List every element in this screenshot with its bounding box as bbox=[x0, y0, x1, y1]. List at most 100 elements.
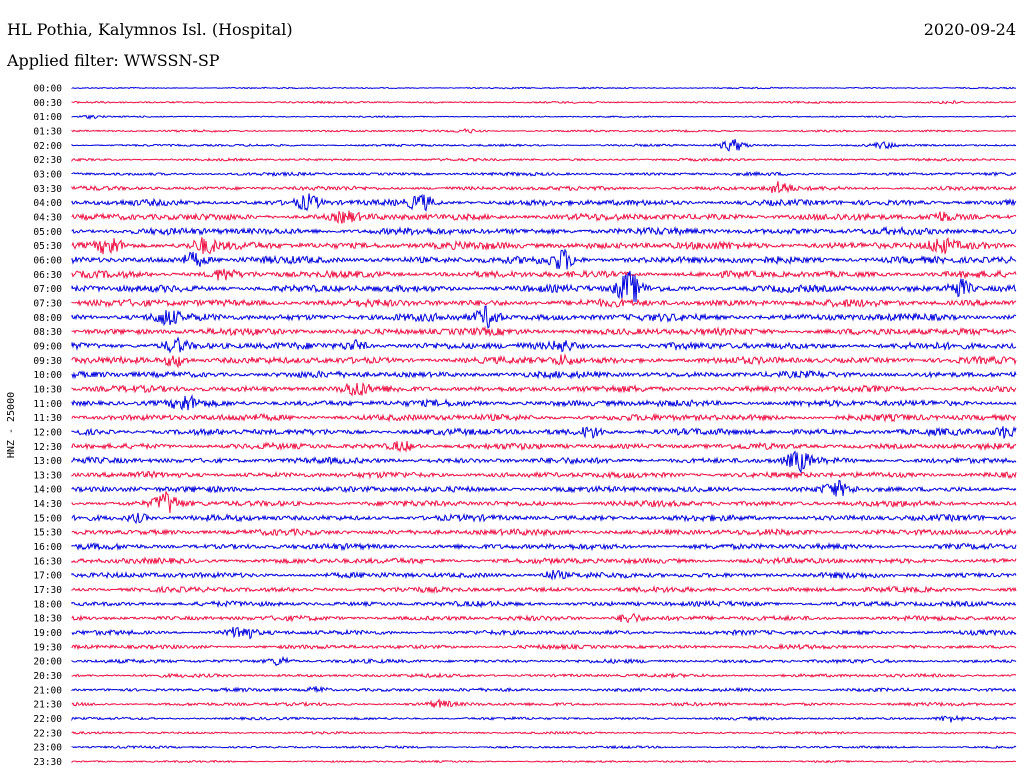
trace-row bbox=[71, 114, 1017, 120]
trace-row bbox=[71, 470, 1017, 480]
row-label: 02:30 bbox=[33, 155, 62, 166]
row-label: 19:00 bbox=[33, 628, 62, 639]
row-label: 18:30 bbox=[33, 614, 62, 625]
row-label: 07:30 bbox=[33, 298, 62, 309]
trace-row bbox=[71, 210, 1017, 225]
row-label: 21:00 bbox=[33, 685, 62, 696]
trace-row bbox=[71, 237, 1017, 255]
row-label: 14:30 bbox=[33, 499, 62, 510]
trace-row bbox=[71, 381, 1017, 397]
trace-row bbox=[71, 268, 1017, 281]
row-label: 15:00 bbox=[33, 513, 62, 524]
row-label: 22:00 bbox=[33, 714, 62, 725]
row-label: 00:30 bbox=[33, 98, 62, 109]
trace-row bbox=[71, 626, 1017, 640]
trace-row bbox=[71, 599, 1017, 609]
trace-row bbox=[71, 193, 1017, 212]
trace-row bbox=[71, 325, 1017, 338]
trace-row bbox=[71, 759, 1017, 764]
trace-row bbox=[71, 86, 1017, 90]
row-label: 01:00 bbox=[33, 112, 62, 123]
trace-row bbox=[71, 685, 1017, 694]
row-label: 23:30 bbox=[33, 757, 62, 768]
row-label: 18:00 bbox=[33, 599, 62, 610]
trace-row bbox=[71, 157, 1017, 163]
trace-row bbox=[71, 297, 1017, 309]
row-label: 05:30 bbox=[33, 241, 62, 252]
trace-row bbox=[71, 248, 1017, 270]
trace-row bbox=[71, 225, 1017, 237]
trace-row bbox=[71, 655, 1017, 667]
row-label: 10:30 bbox=[33, 384, 62, 395]
row-label: 06:30 bbox=[33, 270, 62, 281]
trace-row bbox=[71, 426, 1017, 439]
trace-row bbox=[71, 181, 1017, 194]
row-label: 03:30 bbox=[33, 184, 62, 195]
trace-row bbox=[71, 100, 1017, 105]
trace-row bbox=[71, 336, 1017, 354]
trace-row bbox=[71, 479, 1017, 497]
row-label: 08:30 bbox=[33, 327, 62, 338]
row-label: 11:00 bbox=[33, 399, 62, 410]
row-label: 22:30 bbox=[33, 728, 62, 739]
trace-row bbox=[71, 714, 1017, 723]
row-label: 20:30 bbox=[33, 671, 62, 682]
row-label: 02:00 bbox=[33, 141, 62, 152]
row-label: 15:30 bbox=[33, 528, 62, 539]
station-title: HL Pothia, Kalymnos Isl. (Hospital) bbox=[7, 20, 293, 39]
record-date: 2020-09-24 bbox=[923, 20, 1016, 39]
row-label: 07:00 bbox=[33, 284, 62, 295]
row-label: 16:00 bbox=[33, 542, 62, 553]
trace-row bbox=[71, 672, 1017, 680]
row-label: 17:00 bbox=[33, 571, 62, 582]
trace-row bbox=[71, 744, 1017, 750]
row-label: 04:30 bbox=[33, 212, 62, 223]
trace-row bbox=[71, 584, 1017, 594]
trace-row bbox=[71, 270, 1017, 303]
trace-row bbox=[71, 569, 1017, 581]
row-label: 10:00 bbox=[33, 370, 62, 381]
row-label: 21:30 bbox=[33, 700, 62, 711]
row-labels: 00:00 00:30 01:00 01:30 02:00 02:30 03:00 03:30… bbox=[33, 84, 62, 769]
trace-row bbox=[71, 612, 1017, 624]
trace-row bbox=[71, 541, 1017, 552]
row-label: 08:00 bbox=[33, 313, 62, 324]
trace-row bbox=[71, 305, 1017, 329]
row-label: 09:30 bbox=[33, 356, 62, 367]
trace-row bbox=[71, 369, 1017, 380]
row-label: 05:00 bbox=[33, 227, 62, 238]
row-label: 12:00 bbox=[33, 427, 62, 438]
y-axis-label: HNZ - 25000 bbox=[6, 392, 17, 458]
row-label: 11:30 bbox=[33, 413, 62, 424]
trace-row bbox=[71, 527, 1017, 538]
row-label: 09:00 bbox=[33, 341, 62, 352]
trace-row bbox=[71, 441, 1017, 453]
row-label: 20:00 bbox=[33, 657, 62, 668]
trace-group bbox=[71, 86, 1017, 764]
trace-row bbox=[71, 512, 1017, 525]
trace-row bbox=[71, 412, 1017, 423]
row-label: 04:00 bbox=[33, 198, 62, 209]
trace-row bbox=[71, 127, 1017, 134]
row-label: 06:00 bbox=[33, 255, 62, 266]
trace-row bbox=[71, 139, 1017, 152]
trace-row bbox=[71, 353, 1017, 369]
row-label: 03:00 bbox=[33, 169, 62, 180]
trace-row bbox=[71, 450, 1017, 474]
row-label: 12:30 bbox=[33, 442, 62, 453]
row-label: 13:30 bbox=[33, 470, 62, 481]
trace-row bbox=[71, 643, 1017, 651]
filter-label: Applied filter: WWSSN-SP bbox=[7, 51, 220, 70]
row-label: 14:00 bbox=[33, 485, 62, 496]
row-label: 19:30 bbox=[33, 642, 62, 653]
row-label: 01:30 bbox=[33, 126, 62, 137]
trace-row bbox=[71, 491, 1017, 514]
row-label: 23:00 bbox=[33, 743, 62, 754]
row-label: 16:30 bbox=[33, 556, 62, 567]
trace-row bbox=[71, 170, 1017, 178]
row-label: 13:00 bbox=[33, 456, 62, 467]
row-label: 17:30 bbox=[33, 585, 62, 596]
trace-row bbox=[71, 698, 1017, 708]
trace-row bbox=[71, 556, 1017, 566]
